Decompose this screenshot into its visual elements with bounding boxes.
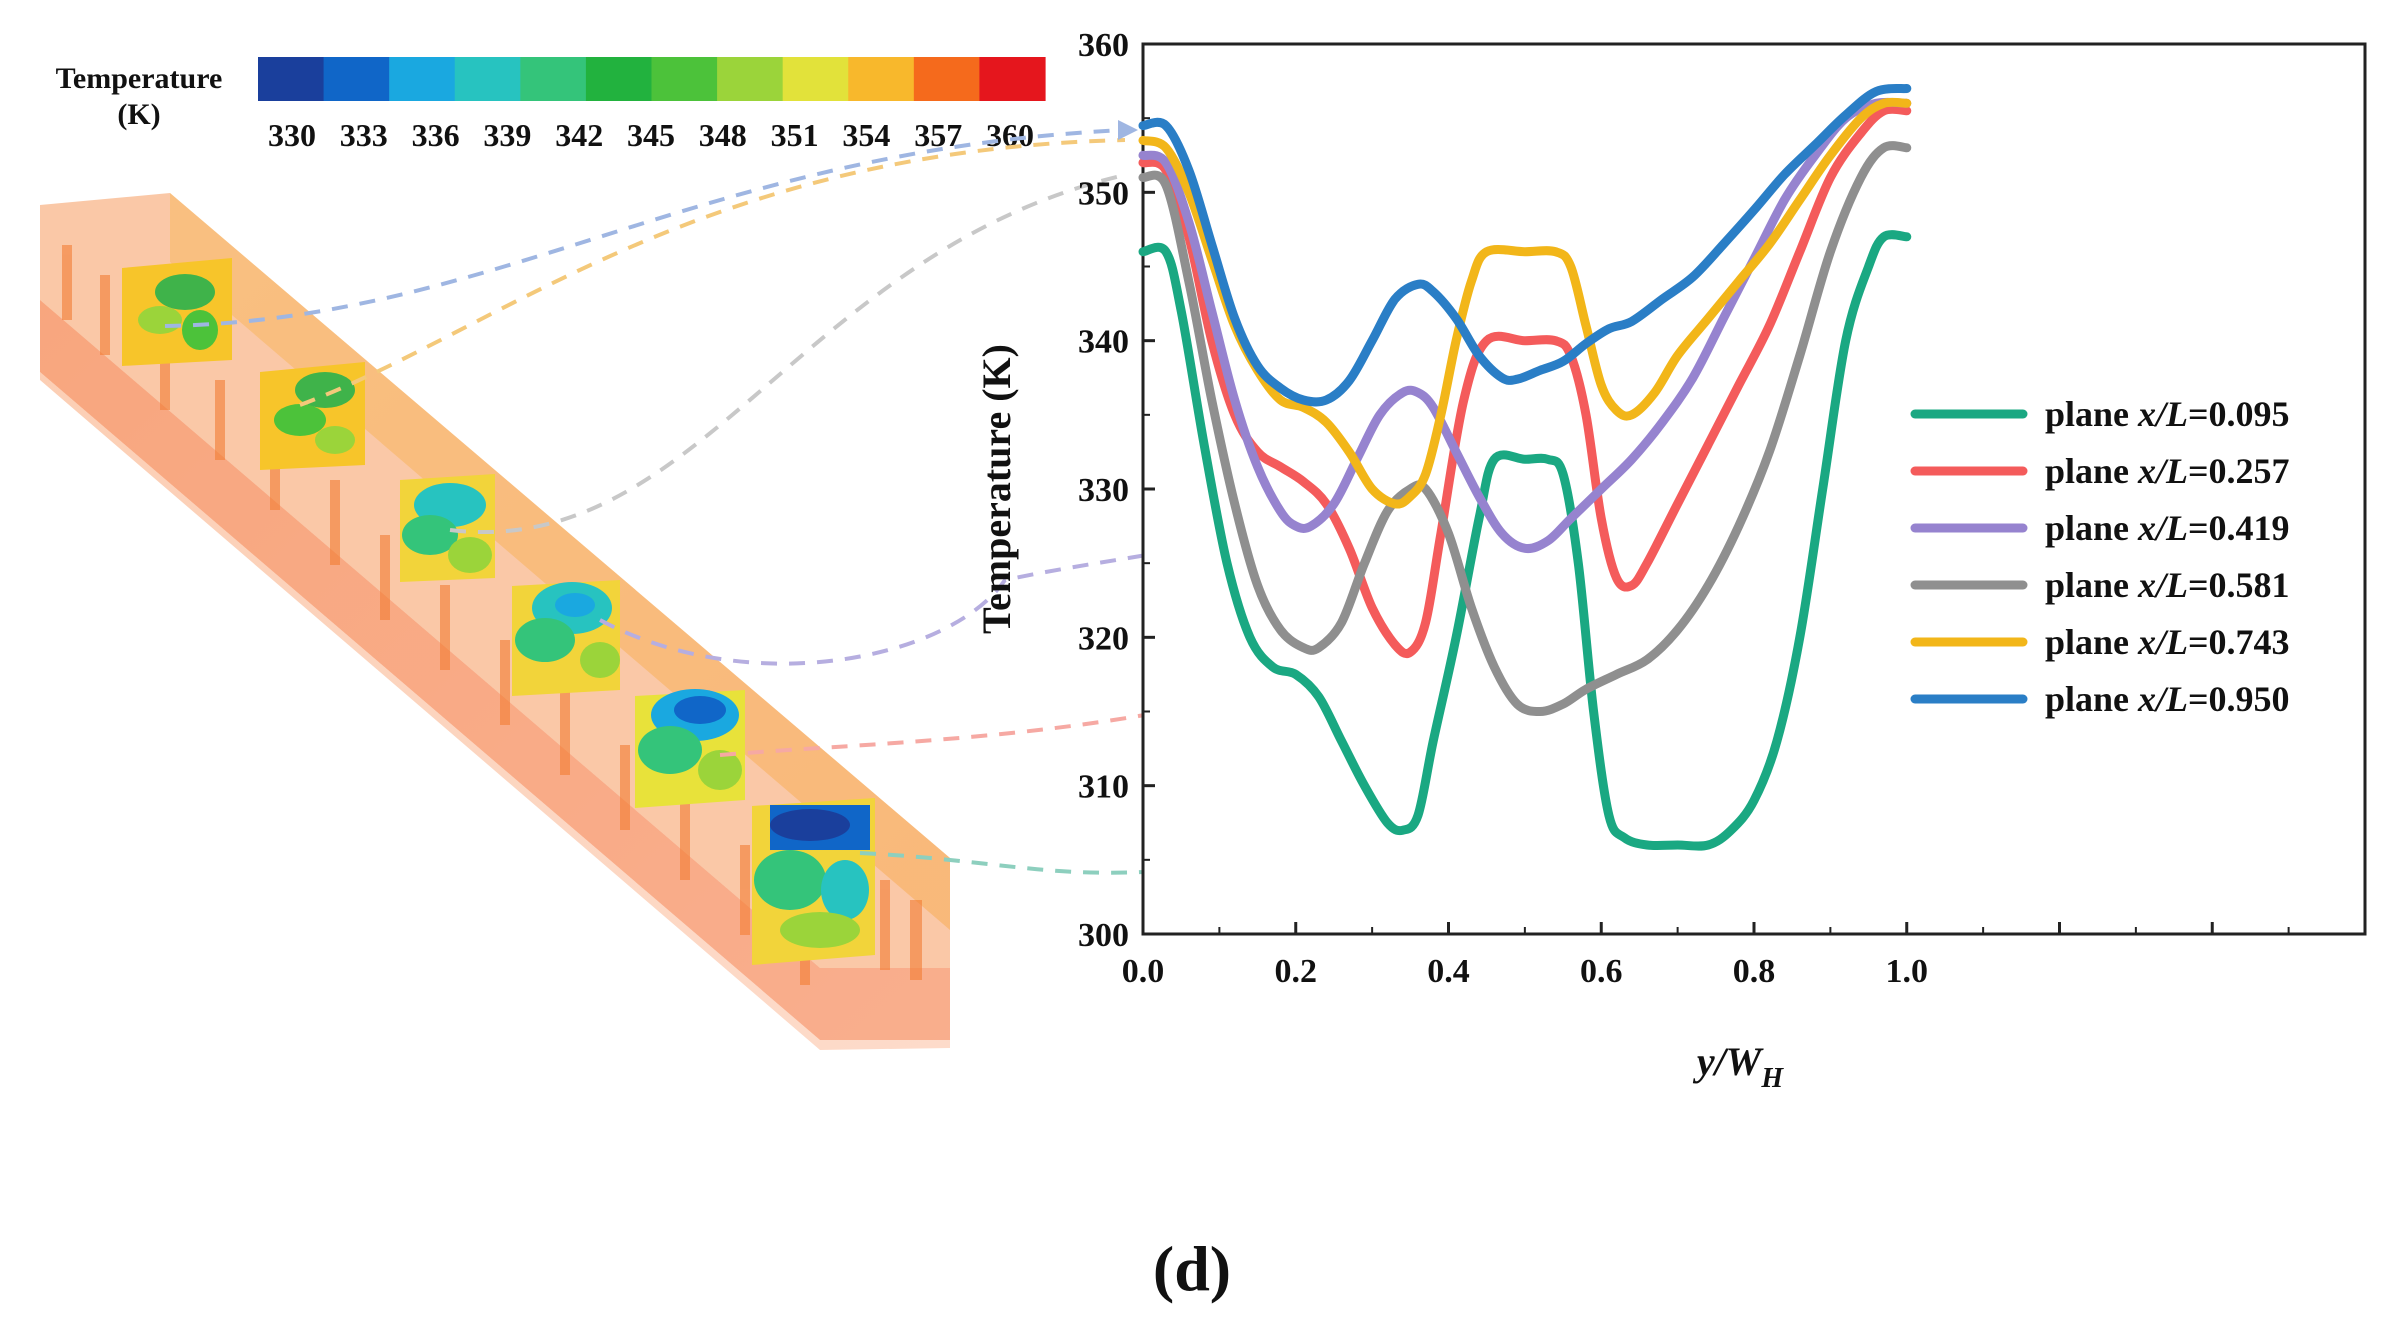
x-tick-label-1.0: 1.0 [1886,953,1929,990]
colorbar-tick-348: 348 [699,117,747,153]
x-axis-label: y/WH [1693,1039,1784,1094]
legend-label-0.419: plane x/L=0.419 [2045,508,2290,548]
legend-label-prefix: plane [2045,394,2138,434]
colorbar-swatch-6 [651,57,718,101]
legend-label-0.950: plane x/L=0.950 [2045,679,2290,719]
colorbar-swatch-3 [454,57,521,101]
legend-label-value: =0.950 [2188,679,2290,719]
y-tick-label-320: 320 [1078,620,1129,657]
x-axis-label-main: y/W [1693,1039,1764,1084]
series-lines [1138,83,1912,851]
series-line-0.950 [1138,83,1912,407]
colorbar-swatch-1 [323,57,390,101]
series-line-0.743 [1138,97,1912,509]
y-tick-label-300: 300 [1078,917,1129,954]
legend-label-value: =0.743 [2188,622,2290,662]
colorbar-swatch-0 [258,57,325,101]
legend-label-prefix: plane [2045,679,2138,719]
x-axis: 0.0 0.2 0.4 0.6 0.8 1.0 [1122,922,2290,990]
legend-label-prefix: plane [2045,622,2138,662]
y-tick-label-350: 350 [1078,175,1129,212]
channel-3d-illustration [40,193,950,1050]
legend-label-prefix: plane [2045,508,2138,548]
colorbar-swatch-11 [979,57,1046,101]
legend-label-value: =0.095 [2188,394,2290,434]
arrowhead-0.950 [1118,120,1138,140]
plane-contour-3 [400,474,495,582]
y-axis: 300 310 320 330 340 350 360 [1078,27,1155,954]
plane-contour-5 [635,689,745,808]
legend-label-0.095: plane x/L=0.095 [2045,394,2290,434]
colorbar-title: Temperature [56,62,223,95]
colorbar-swatch-10 [913,57,981,101]
legend-label-variable: x/L [2137,508,2188,548]
colorbar-ticks: 330 333 336 339 342 345 348 351 354 357 360 [268,117,1034,153]
y-tick-label-310: 310 [1078,769,1129,806]
legend-label-0.581: plane x/L=0.581 [2045,565,2290,605]
colorbar-swatches [258,57,1046,101]
connector-plane-0.743 [299,138,1126,407]
colorbar-swatch-4 [520,57,587,101]
legend-label-0.257: plane x/L=0.257 [2045,451,2290,491]
line-chart: 300 310 320 330 340 350 360 0.0 0.2 0.4 0.6 0.8 1.0… [974,27,2367,1094]
y-tick-label-360: 360 [1078,27,1129,64]
series-line-0.257 [1138,104,1912,659]
legend-label-value: =0.581 [2188,565,2290,605]
colorbar-tick-345: 345 [627,117,675,153]
legend-label-value: =0.257 [2188,451,2290,491]
colorbar-unit: (K) [117,98,160,131]
colorbar-tick-336: 336 [412,117,460,153]
connector-plane-0.581 [449,173,1126,534]
x-tick-label-0.6: 0.6 [1580,953,1623,990]
connector-plane-0.950 [164,128,1126,328]
legend-label-prefix: plane [2045,451,2138,491]
colorbar-tick-342: 342 [555,117,603,153]
series-line-0.581 [1138,141,1912,716]
x-tick-label-0.2: 0.2 [1275,953,1318,990]
x-tick-label-0.8: 0.8 [1733,953,1776,990]
colorbar-swatch-2 [389,57,456,101]
colorbar-tick-351: 351 [771,117,819,153]
legend-label-variable: x/L [2137,622,2188,662]
colorbar-tick-333: 333 [340,117,388,153]
legend-label-value: =0.419 [2188,508,2290,548]
y-tick-label-340: 340 [1078,324,1129,361]
x-tick-label-0.4: 0.4 [1427,953,1470,990]
y-tick-label-330: 330 [1078,472,1129,509]
plane-contour-6 [752,798,875,965]
plane-contour-2 [260,362,365,470]
legend-label-0.743: plane x/L=0.743 [2045,622,2290,662]
colorbar-swatch-5 [585,57,653,101]
x-axis-label-subscript: H [1760,1063,1784,1094]
legend-label-variable: x/L [2137,394,2188,434]
x-tick-label-0.0: 0.0 [1122,953,1165,990]
connector-plane-0.257 [719,648,1396,757]
figure-caption: (d) [1153,1233,1231,1304]
plane-contour-4 [512,580,620,696]
plane-contour-1 [122,258,232,366]
colorbar-tick-339: 339 [483,117,531,153]
colorbar-swatch-7 [717,57,784,101]
colorbar-tick-330: 330 [268,117,316,153]
colorbar-swatch-9 [848,57,915,101]
legend-label-variable: x/L [2137,451,2188,491]
y-axis-label: Temperature (K) [974,344,1019,634]
legend-label-variable: x/L [2137,565,2188,605]
colorbar-tick-354: 354 [842,117,890,153]
colorbar: Temperature (K) 330 333 336 339 342 345 348 351… [56,57,1046,153]
colorbar-swatch-8 [782,57,849,101]
colorbar-tick-357: 357 [914,117,962,153]
legend-label-prefix: plane [2045,565,2138,605]
series-line-0.095 [1138,230,1912,851]
legend-label-variable: x/L [2137,679,2188,719]
